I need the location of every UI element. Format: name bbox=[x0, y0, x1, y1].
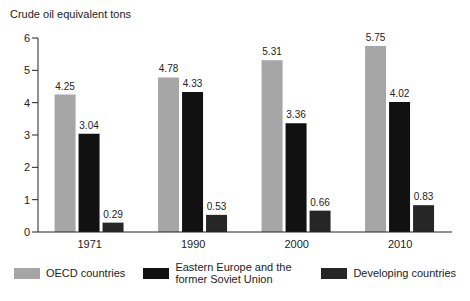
svg-text:0.53: 0.53 bbox=[207, 201, 227, 212]
svg-text:1971: 1971 bbox=[78, 238, 102, 250]
svg-text:6: 6 bbox=[24, 32, 30, 44]
svg-text:1: 1 bbox=[24, 194, 30, 206]
svg-text:4.78: 4.78 bbox=[159, 63, 179, 74]
svg-text:3.04: 3.04 bbox=[79, 120, 99, 131]
svg-text:0: 0 bbox=[24, 226, 30, 238]
svg-text:2000: 2000 bbox=[285, 238, 309, 250]
html-text:Crude oil equivalent tons: Crude oil equivalent tons bbox=[10, 8, 132, 20]
svg-text:1990: 1990 bbox=[181, 238, 205, 250]
svg-text:4.25: 4.25 bbox=[55, 81, 75, 92]
html-text:Developing countries: Developing countries bbox=[353, 267, 457, 279]
svg-text:4.33: 4.33 bbox=[183, 78, 203, 89]
svg-text:0.29: 0.29 bbox=[103, 209, 123, 220]
html-text:Eastern Europe and the former: Eastern Europe and the former Soviet Uni… bbox=[175, 261, 292, 285]
svg-text:3: 3 bbox=[24, 129, 30, 141]
html-text:OECD countries: OECD countries bbox=[45, 267, 126, 279]
svg-text:4: 4 bbox=[24, 97, 30, 109]
svg-text:0.83: 0.83 bbox=[414, 191, 434, 202]
svg-text:5.31: 5.31 bbox=[262, 46, 282, 57]
svg-text:2010: 2010 bbox=[388, 238, 412, 250]
svg-text:2: 2 bbox=[24, 161, 30, 173]
svg-text:5: 5 bbox=[24, 64, 30, 76]
svg-text:5.75: 5.75 bbox=[366, 32, 386, 43]
svg-text:4.02: 4.02 bbox=[390, 88, 410, 99]
svg-text:0.66: 0.66 bbox=[310, 197, 330, 208]
svg-text:3.36: 3.36 bbox=[286, 109, 306, 120]
